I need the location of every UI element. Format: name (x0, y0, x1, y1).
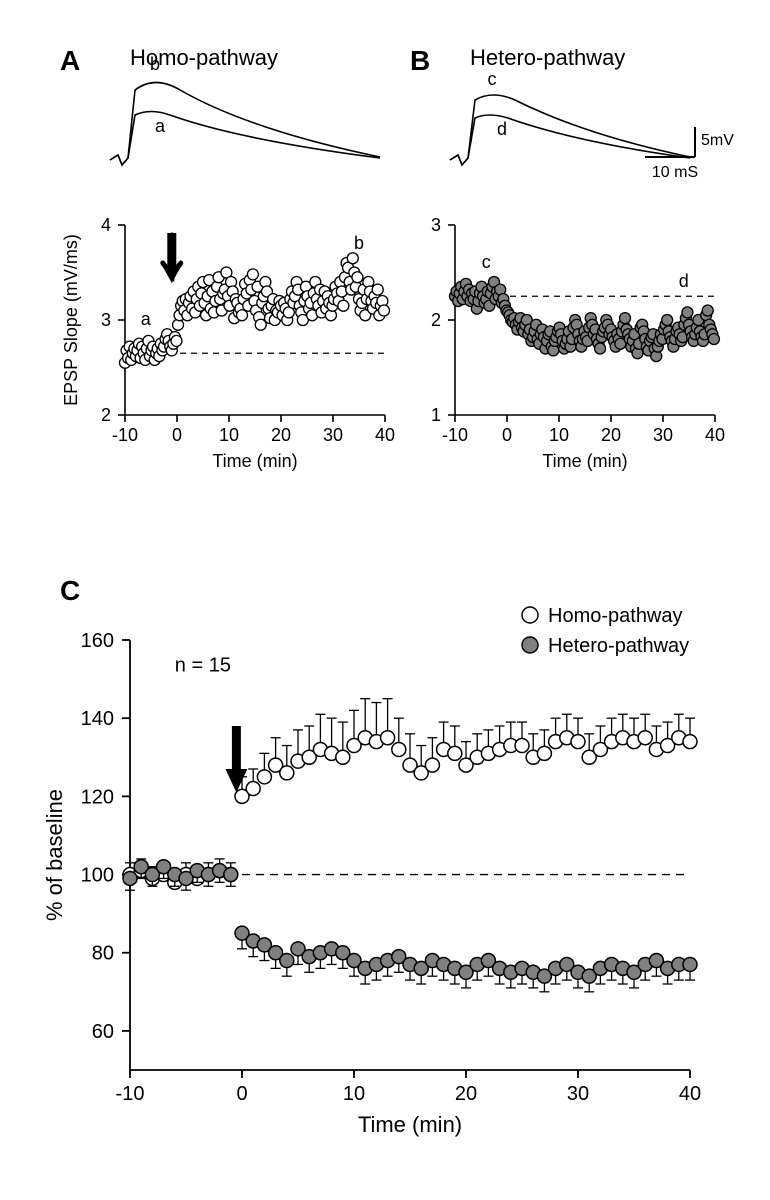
svg-text:140: 140 (81, 708, 114, 730)
svg-text:0: 0 (236, 1083, 247, 1105)
svg-text:60: 60 (92, 1021, 114, 1043)
svg-text:EPSP Slope (mV/ms): EPSP Slope (mV/ms) (61, 234, 81, 406)
svg-text:a: a (155, 116, 166, 136)
svg-text:5mV: 5mV (701, 132, 734, 149)
svg-text:Hetero-pathway: Hetero-pathway (470, 45, 625, 70)
svg-text:10: 10 (549, 425, 569, 445)
svg-text:Homo-pathway: Homo-pathway (548, 605, 683, 627)
svg-text:3: 3 (101, 310, 111, 330)
svg-text:40: 40 (679, 1083, 701, 1105)
svg-text:40: 40 (705, 425, 725, 445)
svg-text:B: B (410, 45, 430, 76)
svg-text:160: 160 (81, 630, 114, 652)
svg-text:10 mS: 10 mS (652, 164, 698, 181)
svg-text:-10: -10 (116, 1083, 145, 1105)
svg-text:2: 2 (101, 405, 111, 425)
svg-text:c: c (488, 69, 497, 89)
svg-text:n = 15: n = 15 (175, 654, 231, 676)
svg-text:Time (min): Time (min) (358, 1112, 462, 1137)
svg-text:% of baseline: % of baseline (42, 789, 67, 921)
svg-text:-10: -10 (112, 425, 138, 445)
svg-text:20: 20 (455, 1083, 477, 1105)
svg-text:2: 2 (431, 310, 441, 330)
svg-text:20: 20 (601, 425, 621, 445)
svg-text:80: 80 (92, 943, 114, 965)
svg-text:d: d (497, 119, 507, 139)
svg-text:100: 100 (81, 865, 114, 887)
svg-text:Time (min): Time (min) (212, 451, 297, 471)
svg-text:Hetero-pathway: Hetero-pathway (548, 635, 689, 657)
svg-text:A: A (60, 45, 80, 76)
svg-text:C: C (60, 575, 80, 606)
svg-text:10: 10 (343, 1083, 365, 1105)
figure-svg: AHomo-pathwaybaBHetero-pathwaycd5mV10 mS… (20, 20, 750, 1180)
svg-text:b: b (150, 54, 160, 74)
svg-text:b: b (354, 233, 364, 253)
svg-text:0: 0 (172, 425, 182, 445)
svg-text:a: a (141, 309, 152, 329)
svg-text:20: 20 (271, 425, 291, 445)
svg-text:4: 4 (101, 215, 111, 235)
svg-text:3: 3 (431, 215, 441, 235)
svg-text:-10: -10 (442, 425, 468, 445)
svg-text:d: d (679, 271, 689, 291)
svg-text:0: 0 (502, 425, 512, 445)
svg-text:30: 30 (567, 1083, 589, 1105)
svg-text:Time (min): Time (min) (542, 451, 627, 471)
svg-text:120: 120 (81, 786, 114, 808)
svg-text:40: 40 (375, 425, 395, 445)
svg-text:30: 30 (323, 425, 343, 445)
svg-text:c: c (482, 252, 491, 272)
svg-text:30: 30 (653, 425, 673, 445)
svg-text:10: 10 (219, 425, 239, 445)
svg-text:1: 1 (431, 405, 441, 425)
